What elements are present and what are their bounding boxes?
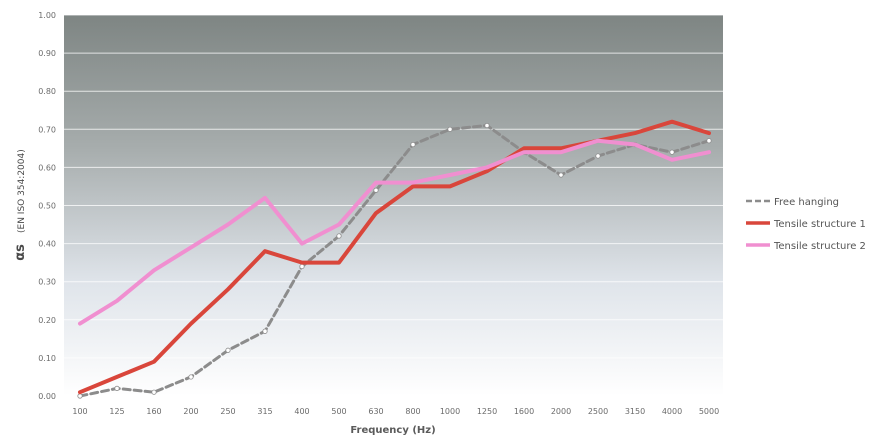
data-point xyxy=(558,172,564,178)
legend-label: Free hanging xyxy=(774,197,839,208)
x-tick-label: 630 xyxy=(368,407,383,416)
x-tick-label: 500 xyxy=(331,407,346,416)
legend-label: Tensile structure 2 xyxy=(773,241,866,252)
x-tick-label: 200 xyxy=(183,407,198,416)
x-tick-label: 315 xyxy=(257,407,272,416)
x-tick-label: 5000 xyxy=(699,407,719,416)
x-tick-label: 160 xyxy=(146,407,161,416)
y-tick-label: 0.50 xyxy=(38,202,56,211)
data-point xyxy=(188,374,194,380)
x-tick-label: 4000 xyxy=(662,407,682,416)
data-point xyxy=(151,389,157,395)
y-tick-label: 0.00 xyxy=(38,392,56,401)
x-tick-label: 800 xyxy=(405,407,420,416)
data-point xyxy=(262,328,268,334)
x-tick-label: 1600 xyxy=(514,407,534,416)
y-axis-title-sub: (EN ISO 354:2004) xyxy=(17,149,27,233)
x-tick-label: 2000 xyxy=(551,407,571,416)
data-point xyxy=(595,153,601,159)
legend-item: Free hanging xyxy=(746,197,839,208)
y-tick-label: 0.80 xyxy=(38,87,56,96)
series-line-1 xyxy=(78,124,711,398)
y-tick-label: 0.20 xyxy=(38,316,56,325)
y-tick-label: 1.00 xyxy=(38,11,56,20)
data-point xyxy=(336,233,342,239)
y-tick-label: 0.90 xyxy=(38,49,56,58)
x-axis-title: Frequency (Hz) xyxy=(350,425,435,436)
y-tick-label: 0.30 xyxy=(38,278,56,287)
y-tick-label: 0.40 xyxy=(38,240,56,249)
legend-label: Tensile structure 1 xyxy=(773,219,866,230)
y-axis-title: αs (EN ISO 354:2004) xyxy=(9,149,28,261)
x-axis-ticks: 100 125 160 200 250 315 400 500 630 800 1000 1250 16… xyxy=(72,407,719,416)
data-point xyxy=(225,347,231,353)
series-line-3 xyxy=(78,138,711,326)
x-tick-label: 100 xyxy=(72,407,87,416)
data-point xyxy=(114,385,120,391)
data-point xyxy=(447,126,453,132)
data-point xyxy=(77,393,83,399)
svg-text:αs (EN ISO 354:2004): αs (EN ISO 354:2004) xyxy=(9,149,28,261)
legend-item: Tensile structure 2 xyxy=(746,241,866,252)
legend: Free hanging Tensile structure 1 Tensile s… xyxy=(746,197,866,252)
x-tick-label: 3150 xyxy=(625,407,645,416)
y-tick-label: 0.60 xyxy=(38,163,56,172)
x-tick-label: 250 xyxy=(220,407,235,416)
x-tick-label: 400 xyxy=(294,407,309,416)
y-axis-title-main: αs xyxy=(13,244,28,261)
data-point xyxy=(669,149,675,155)
gridlines xyxy=(64,14,723,397)
data-point xyxy=(299,263,305,270)
y-axis-ticks: 0.00 0.10 0.20 0.30 0.40 0.50 0.60 0.70 0.80 0.90… xyxy=(38,11,56,401)
x-tick-label: 1000 xyxy=(440,407,460,416)
y-tick-label: 0.70 xyxy=(38,125,56,134)
y-tick-label: 0.10 xyxy=(38,354,56,363)
data-point xyxy=(706,138,712,144)
series-lines xyxy=(77,119,712,399)
x-tick-label: 1250 xyxy=(477,407,497,416)
x-tick-label: 2500 xyxy=(588,407,608,416)
data-point xyxy=(410,141,416,148)
data-point xyxy=(373,187,379,193)
legend-item: Tensile structure 1 xyxy=(746,219,866,230)
data-point xyxy=(484,122,490,129)
x-tick-label: 125 xyxy=(109,407,124,416)
